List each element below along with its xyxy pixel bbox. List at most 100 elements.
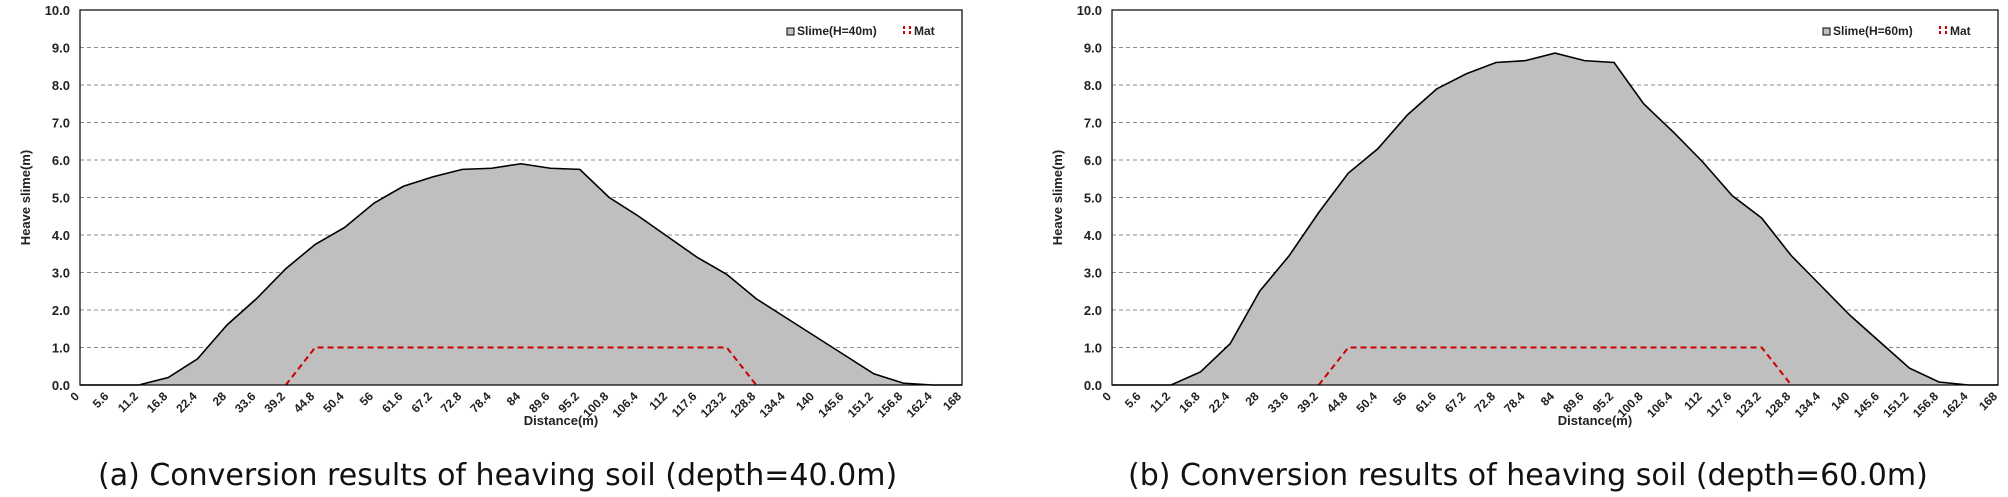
x-tick-label: 168 [1976,389,2000,413]
y-tick-label: 1.0 [52,341,70,356]
x-tick-label: 168 [940,389,964,413]
legend-label-slime: Slime(H=60m) [1833,24,1913,38]
legend-swatch-mat [1939,26,1947,35]
y-axis-label: Heave slime(m) [18,150,33,245]
x-tick-label: 112 [647,389,671,413]
y-tick-label: 0.0 [1084,378,1102,393]
y-tick-label: 4.0 [1084,228,1102,243]
x-tick-label: 95.2 [556,389,583,416]
y-tick-label: 2.0 [1084,303,1102,318]
x-tick-label: 44.8 [291,389,318,416]
x-tick-label: 140 [793,389,817,413]
x-tick-label: 117.6 [669,389,700,420]
y-tick-label: 3.0 [52,266,70,281]
x-tick-label: 28 [1242,389,1262,409]
y-tick-label: 5.0 [52,191,70,206]
x-tick-label: 72.8 [438,389,465,416]
x-tick-label: 84 [504,389,524,409]
x-tick-label: 128.8 [727,389,758,420]
y-tick-label: 9.0 [1084,41,1102,56]
x-tick-label: 89.6 [1560,389,1587,416]
x-tick-label: 89.6 [526,389,553,416]
x-tick-label: 56 [1390,389,1410,409]
x-axis-label: Distance(m) [524,413,598,428]
x-tick-label: 28 [210,389,230,409]
y-tick-label: 10.0 [45,3,70,18]
x-tick-label: 151.2 [1880,389,1911,420]
x-tick-label: 123.2 [1733,389,1764,420]
y-tick-label: 8.0 [1084,78,1102,93]
y-tick-label: 5.0 [1084,191,1102,206]
chart-b-caption: (b) Conversion results of heaving soil (… [1128,458,1928,493]
y-tick-label: 9.0 [52,41,70,56]
x-tick-label: 106.4 [610,389,641,420]
x-tick-label: 162.4 [904,389,935,420]
x-tick-label: 0 [67,389,82,404]
x-tick-label: 78.4 [467,389,494,416]
legend-swatch-mat [903,26,911,35]
slime-outline [80,162,962,386]
y-tick-label: 7.0 [1084,116,1102,131]
y-tick-label: 0.0 [52,378,70,393]
x-tick-label: 95.2 [1590,389,1617,416]
y-tick-label: 1.0 [1084,341,1102,356]
legend-label-mat: Mat [1950,24,1971,38]
slime-area [1112,53,1998,385]
x-tick-label: 11.2 [115,389,141,415]
x-tick-label: 61.6 [1413,389,1440,416]
chart-a: 0.01.02.03.04.05.06.07.08.09.010.00 5.6 11… [18,3,964,428]
x-tick-label: 134.4 [1792,389,1823,420]
y-tick-label: 4.0 [52,228,70,243]
mat-line [1317,346,1793,386]
y-tick-label: 6.0 [52,153,70,168]
x-tick-label: 44.8 [1324,389,1351,416]
x-tick-label: 123.2 [698,389,729,420]
x-tick-label: 50.4 [320,389,347,416]
x-tick-label: 33.6 [232,389,259,416]
y-tick-label: 10.0 [1077,3,1102,18]
legend-swatch-slime [786,27,795,36]
x-tick-label: 106.4 [1644,389,1675,420]
x-tick-label: 151.2 [845,389,876,420]
x-tick-label: 22.4 [173,389,200,416]
x-tick-label: 0 [1099,389,1114,404]
x-tick-label: 67.2 [1442,389,1469,416]
y-tick-label: 8.0 [52,78,70,93]
mat-line [285,346,757,386]
y-tick-label: 7.0 [52,116,70,131]
x-tick-label: 56 [357,389,377,409]
legend-swatch-slime [1822,27,1831,36]
slime-outline [1112,52,1998,386]
x-tick-label: 78.4 [1501,389,1528,416]
x-tick-label: 156.8 [874,389,905,420]
x-tick-label: 112 [1681,389,1705,413]
x-axis-label: Distance(m) [1558,413,1632,428]
x-tick-label: 5.6 [1122,389,1144,411]
y-tick-label: 3.0 [1084,266,1102,281]
y-axis-label: Heave slime(m) [1050,150,1065,245]
x-tick-label: 33.6 [1265,389,1292,416]
x-tick-label: 39.2 [1294,389,1321,416]
x-tick-label: 5.6 [90,389,112,411]
y-tick-label: 6.0 [1084,153,1102,168]
x-tick-label: 11.2 [1147,389,1173,415]
plot-frame [79,9,963,386]
x-tick-label: 134.4 [757,389,788,420]
x-tick-label: 84 [1538,389,1558,409]
x-tick-label: 128.8 [1762,389,1793,420]
x-tick-label: 145.6 [815,389,846,420]
x-tick-label: 61.6 [379,389,406,416]
chart-a-caption: (a) Conversion results of heaving soil (… [98,458,898,493]
plot-frame [1111,9,1999,386]
x-tick-label: 117.6 [1704,389,1735,420]
x-tick-label: 50.4 [1354,389,1381,416]
x-tick-label: 72.8 [1472,389,1499,416]
x-tick-label: 162.4 [1939,389,1970,420]
legend-label-mat: Mat [914,24,935,38]
x-tick-label: 145.6 [1851,389,1882,420]
slime-area [80,163,962,385]
x-tick-label: 140 [1828,389,1852,413]
x-tick-label: 67.2 [409,389,436,416]
x-tick-label: 39.2 [262,389,289,416]
x-tick-label: 156.8 [1910,389,1941,420]
